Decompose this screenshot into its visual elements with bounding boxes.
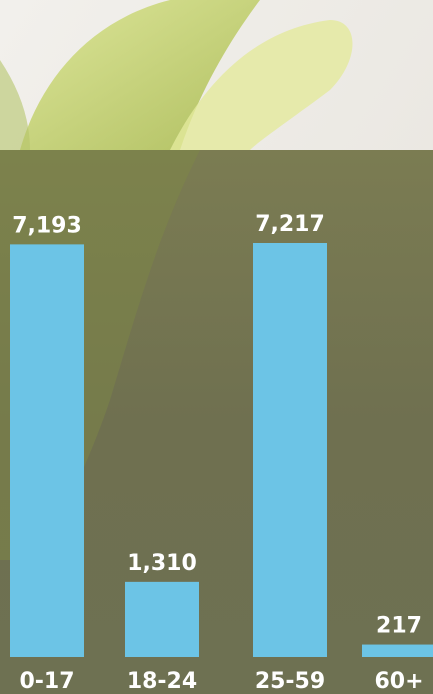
value-label: 7,217	[255, 212, 325, 237]
bar	[10, 244, 84, 657]
bar	[253, 243, 327, 657]
x-tick-label: 60+	[374, 669, 423, 694]
value-label: 7,193	[12, 213, 82, 238]
value-label: 217	[376, 614, 422, 639]
bar	[125, 582, 199, 657]
value-label: 1,310	[127, 551, 197, 576]
x-tick-label: 18-24	[127, 669, 197, 694]
x-tick-label: 25-59	[255, 669, 325, 694]
x-tick-label: 0-17	[19, 669, 74, 694]
chart: 7,193 0-17 1,310 18-24 7,217 25-59 217 60+	[0, 0, 433, 694]
bar	[362, 645, 433, 657]
